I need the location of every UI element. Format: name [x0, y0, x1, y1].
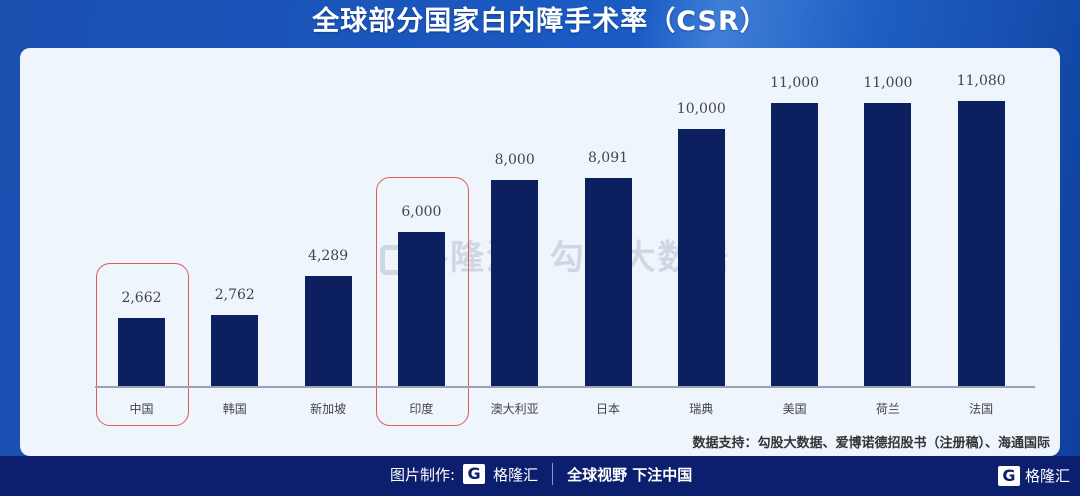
highlight-box: [375, 176, 469, 426]
bar-value-label: 8,000: [494, 152, 535, 169]
bar-value-label: 4,289: [308, 247, 349, 264]
category-label: 中国: [129, 402, 154, 416]
bar-中国: [118, 317, 165, 386]
footer-divider: [552, 463, 554, 485]
made-by-label: 图片制作:: [390, 465, 456, 484]
bar-荷兰: [864, 103, 912, 386]
bar-韩国: [211, 314, 259, 386]
category-label: 日本: [595, 402, 620, 416]
bar-value-label: 11,000: [770, 75, 820, 92]
category-label: 新加坡: [310, 402, 347, 416]
bar-瑞典: [677, 128, 725, 386]
bar-印度: [397, 231, 445, 386]
gelonghui-logo-icon: G: [463, 464, 486, 484]
bar-美国: [771, 103, 819, 386]
bar-法国: [957, 101, 1005, 386]
category-label: 美国: [782, 402, 807, 416]
category-label: 荷兰: [875, 402, 900, 416]
brand-name: 格隆汇: [493, 465, 539, 484]
source-note: 数据支持：勾股大数据、爱博诺德招股书（注册稿）、海通国际: [692, 436, 1050, 451]
category-label: 瑞典: [689, 402, 714, 416]
category-label: 澳大利亚: [490, 402, 539, 416]
bar-日本: [584, 177, 632, 386]
bar-value-label: 2,762: [214, 286, 255, 303]
bar-澳大利亚: [491, 180, 539, 386]
slogan: 全球视野 下注中国: [567, 465, 693, 484]
footer-credits: 图片制作: G 格隆汇 全球视野 下注中国: [390, 463, 692, 485]
bar-value-label: 2,662: [121, 289, 162, 306]
category-label: 韩国: [222, 402, 247, 416]
bar-新加坡: [304, 275, 352, 386]
bar-value-label: 10,000: [676, 100, 726, 117]
chart-title: 全球部分国家白内障手术率（CSR）: [312, 6, 768, 37]
category-label: 印度: [409, 402, 434, 416]
highlight-box: [96, 262, 189, 426]
bar-value-label: 6,000: [401, 203, 442, 220]
bar-value-label: 11,000: [863, 75, 913, 92]
x-axis-line: [95, 386, 1035, 388]
footer-bar: [0, 456, 1080, 496]
bar-value-label: 8,091: [587, 149, 629, 166]
bar-value-label: 11,080: [956, 73, 1006, 89]
category-label: 法国: [969, 402, 994, 416]
footer-brand-right: G 格隆汇: [997, 465, 1070, 486]
gelonghui-logo-icon: G: [997, 465, 1020, 486]
